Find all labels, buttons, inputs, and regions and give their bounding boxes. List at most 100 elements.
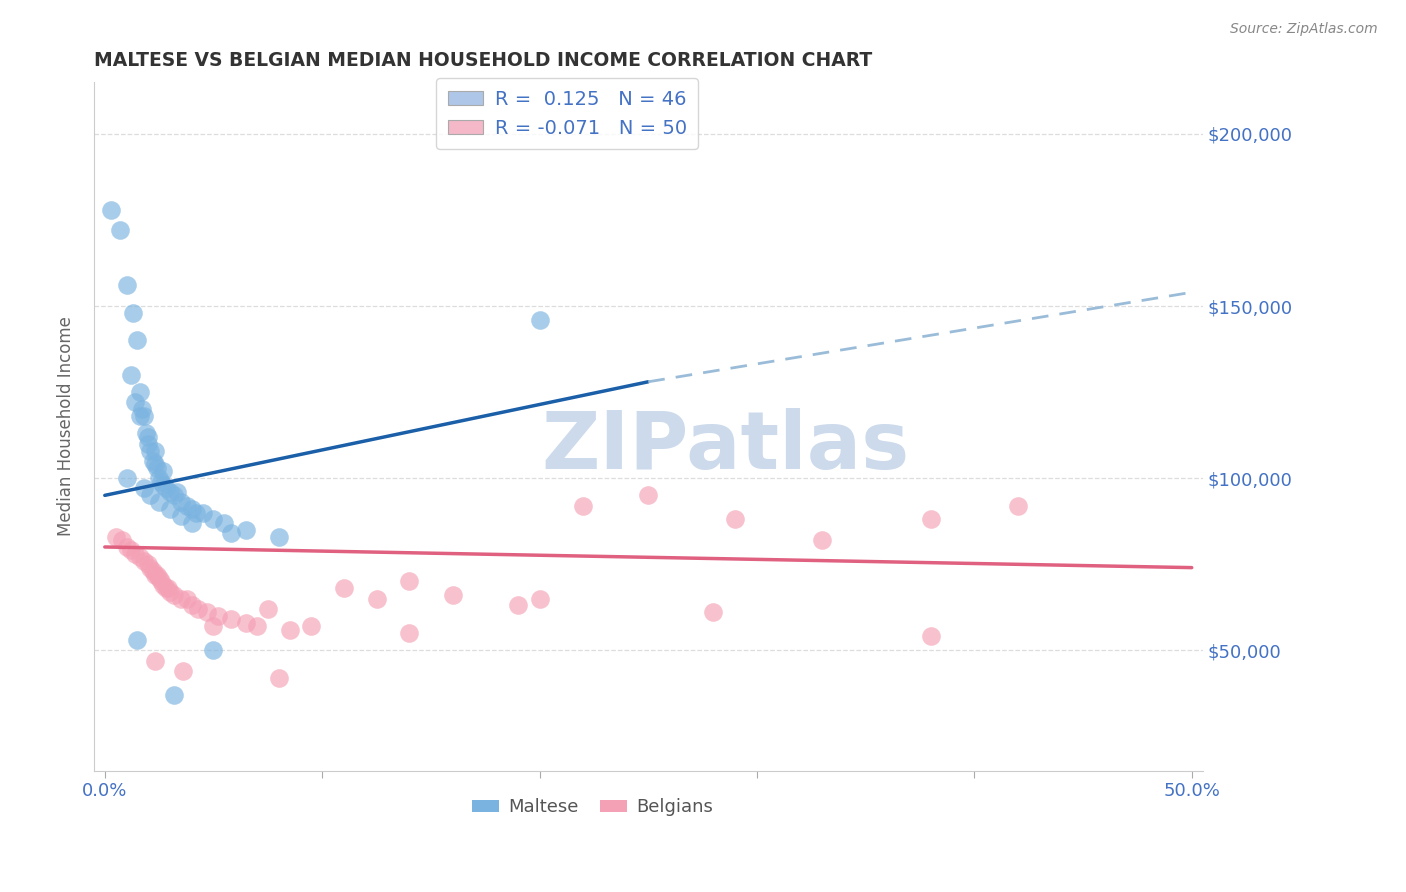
- Point: [163, 688, 186, 702]
- Point: [529, 591, 551, 606]
- Point: [152, 578, 174, 592]
- Point: [127, 632, 149, 647]
- Point: [214, 516, 236, 530]
- Point: [163, 588, 186, 602]
- Point: [143, 567, 166, 582]
- Point: [702, 606, 724, 620]
- Point: [111, 533, 134, 547]
- Point: [142, 564, 165, 578]
- Point: [128, 550, 150, 565]
- Point: [256, 602, 278, 616]
- Point: [219, 612, 242, 626]
- Point: [120, 368, 142, 382]
- Point: [159, 584, 181, 599]
- Point: [104, 530, 127, 544]
- Point: [148, 571, 170, 585]
- Point: [333, 582, 356, 596]
- Point: [299, 619, 322, 633]
- Point: [143, 458, 166, 472]
- Point: [202, 512, 225, 526]
- Point: [529, 313, 551, 327]
- Point: [207, 608, 229, 623]
- Point: [150, 574, 173, 589]
- Point: [166, 484, 188, 499]
- Point: [127, 334, 149, 348]
- Point: [146, 567, 169, 582]
- Point: [637, 488, 659, 502]
- Text: ZIPatlas: ZIPatlas: [541, 409, 910, 486]
- Point: [187, 602, 209, 616]
- Point: [202, 643, 225, 657]
- Point: [108, 223, 131, 237]
- Point: [1007, 499, 1029, 513]
- Point: [366, 591, 388, 606]
- Point: [132, 409, 155, 424]
- Point: [170, 591, 193, 606]
- Point: [441, 588, 464, 602]
- Point: [132, 554, 155, 568]
- Point: [131, 402, 153, 417]
- Point: [150, 475, 173, 489]
- Point: [148, 495, 170, 509]
- Point: [159, 502, 181, 516]
- Point: [115, 471, 138, 485]
- Point: [136, 557, 159, 571]
- Point: [172, 664, 194, 678]
- Legend: Maltese, Belgians: Maltese, Belgians: [465, 791, 721, 823]
- Point: [139, 443, 162, 458]
- Point: [398, 574, 420, 589]
- Point: [195, 606, 218, 620]
- Point: [139, 560, 162, 574]
- Point: [235, 523, 257, 537]
- Point: [176, 499, 198, 513]
- Point: [267, 671, 290, 685]
- Point: [146, 460, 169, 475]
- Point: [724, 512, 747, 526]
- Point: [142, 454, 165, 468]
- Point: [184, 506, 207, 520]
- Point: [143, 443, 166, 458]
- Point: [128, 409, 150, 424]
- Point: [152, 478, 174, 492]
- Point: [278, 623, 301, 637]
- Point: [122, 306, 145, 320]
- Point: [246, 619, 269, 633]
- Point: [155, 482, 177, 496]
- Text: MALTESE VS BELGIAN MEDIAN HOUSEHOLD INCOME CORRELATION CHART: MALTESE VS BELGIAN MEDIAN HOUSEHOLD INCO…: [94, 51, 872, 70]
- Point: [506, 599, 529, 613]
- Point: [398, 626, 420, 640]
- Point: [115, 278, 138, 293]
- Point: [180, 516, 202, 530]
- Text: Source: ZipAtlas.com: Source: ZipAtlas.com: [1230, 22, 1378, 37]
- Point: [180, 502, 202, 516]
- Point: [135, 426, 157, 441]
- Point: [219, 526, 242, 541]
- Point: [155, 582, 177, 596]
- Point: [156, 582, 179, 596]
- Point: [159, 484, 181, 499]
- Point: [124, 547, 146, 561]
- Point: [136, 430, 159, 444]
- Point: [128, 385, 150, 400]
- Point: [143, 654, 166, 668]
- Point: [152, 464, 174, 478]
- Point: [115, 540, 138, 554]
- Point: [132, 482, 155, 496]
- Point: [120, 543, 142, 558]
- Point: [170, 508, 193, 523]
- Point: [180, 599, 202, 613]
- Point: [920, 630, 942, 644]
- Point: [176, 591, 198, 606]
- Y-axis label: Median Household Income: Median Household Income: [58, 317, 75, 536]
- Point: [191, 506, 214, 520]
- Point: [811, 533, 834, 547]
- Point: [100, 202, 122, 217]
- Point: [572, 499, 595, 513]
- Point: [139, 488, 162, 502]
- Point: [136, 436, 159, 450]
- Point: [920, 512, 942, 526]
- Point: [202, 619, 225, 633]
- Point: [235, 615, 257, 630]
- Point: [267, 530, 290, 544]
- Point: [163, 488, 186, 502]
